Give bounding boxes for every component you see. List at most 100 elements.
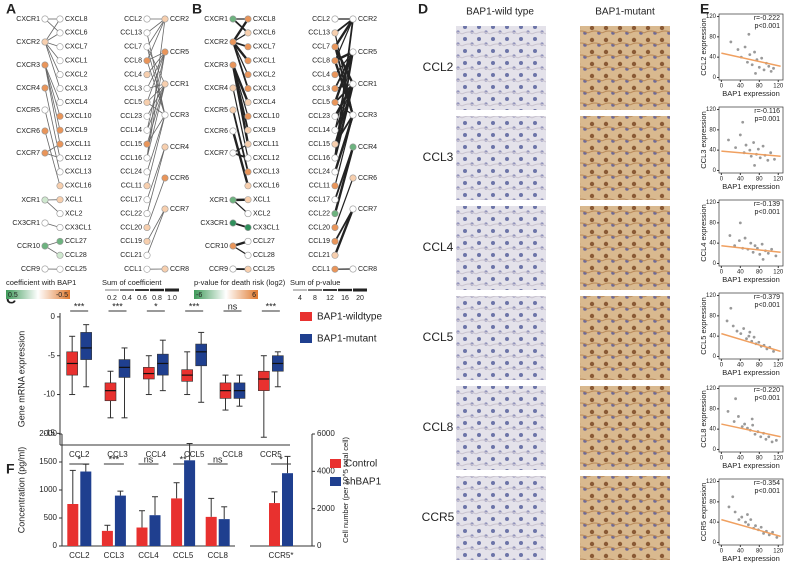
y-tick-label: 0 [53, 541, 58, 550]
column-header: BAP1-mutant [595, 7, 655, 18]
edge [146, 51, 166, 89]
node [143, 112, 151, 120]
node-label: CXCR5 [204, 107, 228, 114]
color-scale-label: -0.5 [56, 292, 68, 299]
node [331, 57, 339, 65]
node-label: CCL16 [120, 155, 142, 162]
width-tick-label: 0.4 [122, 295, 132, 302]
significance: *** [266, 301, 277, 311]
node [331, 43, 339, 51]
node-label: CCR9 [21, 266, 40, 273]
y-tick-label: 80 [709, 499, 716, 505]
fit-line [721, 150, 781, 157]
node-label: CCL2 [124, 16, 142, 23]
node [331, 210, 339, 218]
point [767, 533, 771, 537]
panel-label: A [6, 1, 16, 17]
y-tick-label: 80 [709, 220, 716, 226]
node [143, 237, 151, 245]
node [56, 98, 64, 106]
node [331, 196, 339, 204]
node-label: CCL1 [124, 266, 142, 273]
x-tick-label: CCL2 [69, 551, 90, 560]
node-label: CCR4 [358, 144, 377, 151]
node [41, 15, 49, 23]
x-tick-label: CCL3 [107, 450, 128, 459]
bar [218, 519, 230, 546]
bar [171, 498, 183, 546]
point [762, 68, 766, 72]
color-scale-label: 6 [252, 292, 256, 299]
node-label: CCL4 [124, 71, 142, 78]
edge [44, 130, 61, 186]
node [229, 196, 237, 204]
legend-swatch [330, 459, 341, 468]
box [195, 343, 207, 367]
stat-label: r=-0.222 [754, 15, 780, 22]
node [244, 15, 252, 23]
row-label: CCR5 [422, 510, 455, 524]
edge [146, 83, 166, 145]
point [759, 435, 763, 439]
node [56, 210, 64, 218]
edge [146, 146, 166, 214]
node-label: CCL8 [124, 58, 142, 65]
edge [231, 130, 250, 187]
node [229, 149, 237, 157]
node [56, 126, 64, 134]
row-label: CCL3 [423, 150, 454, 164]
edge [44, 109, 61, 172]
node [56, 71, 64, 79]
node [349, 265, 357, 273]
node [244, 29, 252, 37]
x-axis-label: BAP1 expression [722, 275, 780, 284]
point [775, 535, 779, 539]
point [744, 520, 747, 524]
x-tick-label: CCL5 [173, 551, 194, 560]
point [769, 151, 773, 155]
edge [44, 41, 61, 61]
point [747, 334, 751, 338]
y2-axis-label: Cell number (per 10^5 total cell) [341, 436, 350, 543]
node [331, 71, 339, 79]
point [753, 432, 757, 436]
node-label: CCL21 [308, 252, 330, 259]
plot-frame [718, 478, 784, 546]
y-axis-label: CCL5 expression [699, 297, 708, 355]
fit-line [721, 518, 781, 538]
point [764, 437, 768, 441]
panel-label: B [192, 1, 202, 17]
node-label: CCL28 [253, 252, 275, 259]
point [743, 236, 747, 240]
y-axis-label: CCR5 expression [699, 483, 708, 542]
point [746, 60, 749, 64]
node [244, 182, 252, 190]
significance: ** [180, 454, 188, 464]
y-tick-label: 120 [706, 293, 717, 299]
x-tick-label: 80 [756, 84, 763, 90]
node-label: CCL2 [312, 16, 330, 23]
node-label: CXCR1 [204, 16, 228, 23]
y-tick-label: 1000 [39, 485, 57, 494]
point [725, 319, 729, 323]
node-label: CCL20 [308, 224, 330, 231]
node [229, 84, 237, 92]
ihc-image [456, 296, 546, 380]
node-label: CCR3 [170, 112, 189, 119]
node-label: CCL20 [120, 224, 142, 231]
node-label: CCR1 [358, 81, 377, 88]
point [743, 422, 746, 426]
node [244, 168, 252, 176]
edge [146, 46, 166, 116]
node [41, 196, 49, 204]
stat-label: p<0.001 [755, 395, 781, 402]
y-tick-label: 0 [713, 354, 717, 360]
edge [146, 102, 166, 116]
y-tick-label: -5 [48, 351, 56, 360]
stat-label: p<0.001 [755, 209, 781, 216]
node [331, 126, 339, 134]
x-tick-label: 120 [773, 549, 784, 555]
x-tick-label: 0 [720, 84, 724, 90]
x-axis-label: BAP1 expression [722, 461, 780, 470]
node-label: CXCL8 [65, 16, 88, 23]
